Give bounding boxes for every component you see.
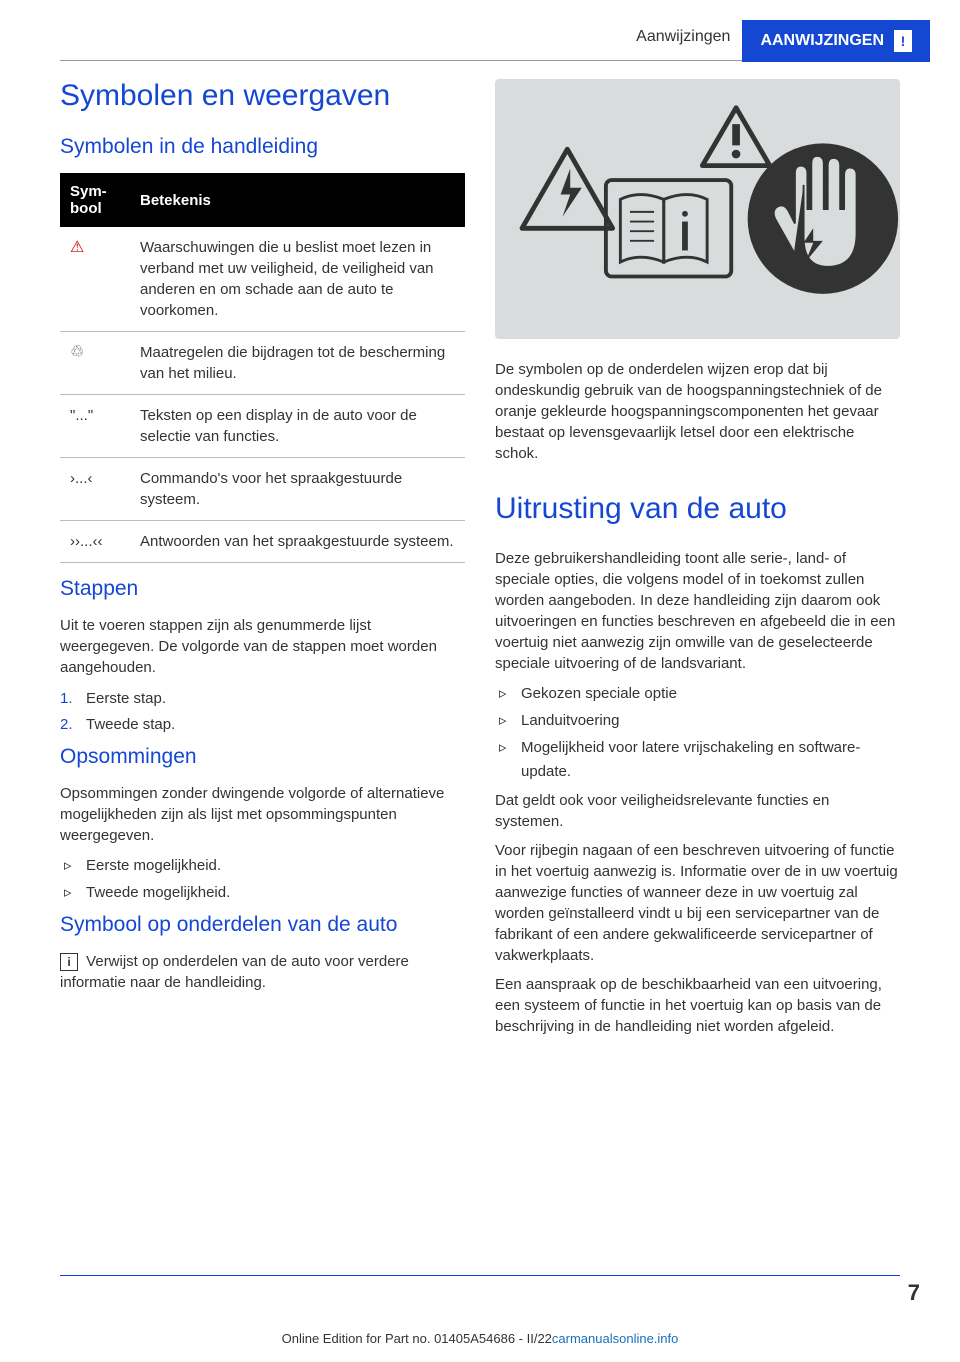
list-item: 2. Tweede stap. [60, 712, 465, 738]
page-container: Aanwijzingen AANWIJZINGEN ! Symbolen en … [0, 0, 960, 1362]
equipment-p3: Voor rijbegin nagaan of een beschreven u… [495, 840, 900, 966]
warning-description: De symbolen op de onderdelen wijzen erop… [495, 359, 900, 464]
symbol-table: Sym- bool Betekenis ⚠ Waarschuwingen die… [60, 173, 465, 563]
table-header-meaning: Betekenis [130, 173, 465, 227]
equipment-p2: Dat geldt ook voor veiligheidsrelevante … [495, 790, 900, 832]
step-number: 1. [60, 686, 73, 712]
manual-info-icon: i [60, 953, 78, 971]
header-category-badge: AANWIJZINGEN ! [742, 20, 930, 62]
warning-svg [495, 79, 900, 339]
list-item: Mogelijkheid voor latere vrijschakeling … [495, 736, 900, 784]
header-category-text: AANWIJZINGEN [760, 32, 884, 50]
list-item: Landuitvoering [495, 709, 900, 733]
table-row: ››...‹‹ Antwoorden van het spraakgestuur… [60, 521, 465, 563]
part-symbol-body: Verwijst op onderdelen van de auto voor … [60, 953, 409, 991]
equipment-p1: Deze gebruikershandleiding toont alle se… [495, 548, 900, 674]
subheading-bullets: Opsommingen [60, 745, 465, 769]
step-number: 2. [60, 712, 73, 738]
symbol-cell-recycle: ♲ [60, 332, 130, 395]
subheading-manual-symbols: Symbolen in de handleiding [60, 135, 465, 159]
step-text: Eerste stap. [86, 690, 166, 707]
subheading-steps: Stappen [60, 577, 465, 601]
high-voltage-warning-image [495, 79, 900, 339]
footer: Online Edition for Part no. 01405A54686 … [0, 1331, 960, 1346]
header-section-label: Aanwijzingen [636, 20, 730, 46]
table-row: "..." Teksten op een display in de auto … [60, 395, 465, 458]
symbol-cell-quotes: "..." [60, 395, 130, 458]
info-icon: ! [894, 30, 912, 52]
part-symbol-text: i Verwijst op onderdelen van de auto voo… [60, 951, 465, 993]
recycle-icon: ♲ [70, 344, 84, 361]
table-row: ⚠ Waarschuwingen die u beslist moet leze… [60, 227, 465, 332]
bullets-intro: Opsommingen zonder dwingende volgorde of… [60, 783, 465, 846]
list-item: Eerste mogelijkheid. [60, 854, 465, 878]
meaning-cell: Maatregelen die bijdragen tot de bescher… [130, 332, 465, 395]
table-row: ♲ Maatregelen die bijdragen tot de besch… [60, 332, 465, 395]
footer-edition-text: Online Edition for Part no. 01405A54686 … [282, 1331, 552, 1346]
heading-symbols: Symbolen en weergaven [60, 79, 465, 113]
content-columns: Symbolen en weergaven Symbolen in de han… [0, 79, 960, 1045]
left-column: Symbolen en weergaven Symbolen in de han… [60, 79, 465, 1045]
symbol-cell-warning: ⚠ [60, 227, 130, 332]
table-header-symbol: Sym- bool [60, 173, 130, 227]
right-column: De symbolen op de onderdelen wijzen erop… [495, 79, 900, 1045]
symbol-cell-command: ›...‹ [60, 458, 130, 521]
bottom-divider [60, 1275, 900, 1276]
meaning-cell: Waarschuwingen die u beslist moet lezen … [130, 227, 465, 332]
heading-equipment: Uitrusting van de auto [495, 492, 900, 526]
step-text: Tweede stap. [86, 716, 175, 733]
equipment-list: Gekozen speciale optie Landuitvoering Mo… [495, 682, 900, 784]
list-item: Gekozen speciale optie [495, 682, 900, 706]
list-item: Tweede mogelijkheid. [60, 881, 465, 905]
steps-intro: Uit te voeren stappen zijn als genummerd… [60, 615, 465, 678]
bullet-list: Eerste mogelijkheid. Tweede mogelijkheid… [60, 854, 465, 905]
steps-list: 1. Eerste stap. 2. Tweede stap. [60, 686, 465, 737]
footer-site-link[interactable]: carmanualsonline.info [552, 1331, 678, 1346]
meaning-cell: Commando's voor het spraakgestuurde syst… [130, 458, 465, 521]
meaning-cell: Antwoorden van het spraakgestuurde syste… [130, 521, 465, 563]
table-row: ›...‹ Commando's voor het spraakgestuurd… [60, 458, 465, 521]
page-header: Aanwijzingen AANWIJZINGEN ! [0, 0, 960, 60]
page-number: 7 [908, 1280, 920, 1306]
list-item: 1. Eerste stap. [60, 686, 465, 712]
meaning-cell: Teksten op een display in de auto voor d… [130, 395, 465, 458]
equipment-p4: Een aanspraak op de beschikbaarheid van … [495, 974, 900, 1037]
warning-triangle-icon: ⚠ [70, 239, 84, 256]
subheading-part-symbol: Symbool op onderdelen van de auto [60, 913, 465, 937]
symbol-cell-response: ››...‹‹ [60, 521, 130, 563]
